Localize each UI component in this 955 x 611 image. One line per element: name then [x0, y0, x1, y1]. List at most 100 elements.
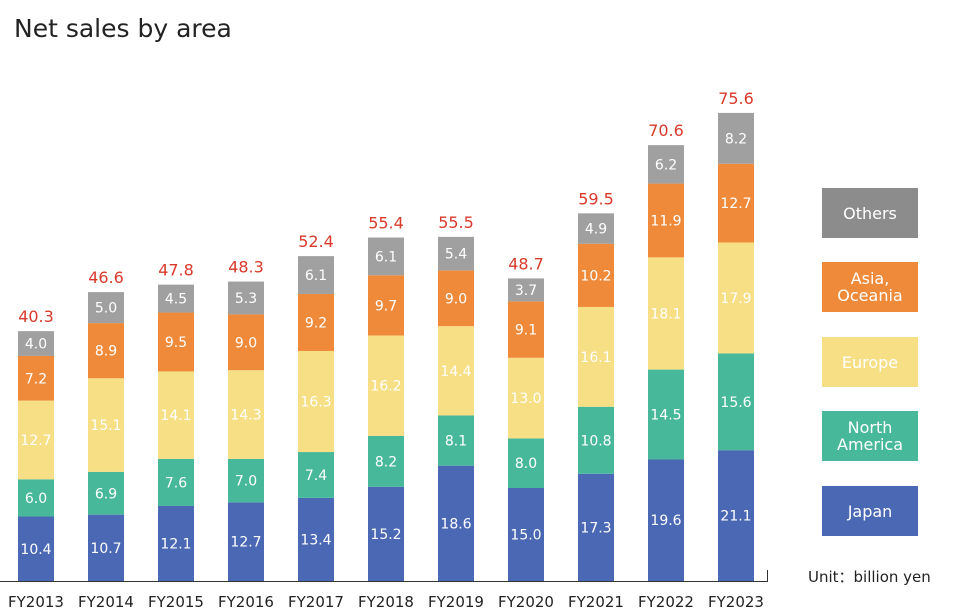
bar-segment-north-america-fy2022: [648, 369, 684, 460]
bar-segment-europe-fy2022: [648, 257, 684, 370]
value-label-europe-fy2016: 14.3: [230, 408, 261, 424]
bar-segment-north-america-fy2013: [18, 479, 54, 517]
bar-segment-north-america-fy2015: [158, 458, 194, 506]
bar-segment-asia-oceania-fy2021: [578, 243, 614, 307]
bar-segment-europe-fy2018: [368, 335, 404, 436]
bar-segment-asia-oceania-fy2014: [88, 323, 124, 379]
x-tick-label-fy2018: FY2018: [358, 593, 414, 611]
value-label-japan-fy2017: 13.4: [300, 532, 331, 548]
unit-label: Unit：billion yen: [808, 568, 931, 586]
value-label-japan-fy2016: 12.7: [230, 535, 261, 551]
legend-north-america-label-line2: America: [837, 435, 903, 454]
legend-japan: Japan: [822, 486, 918, 536]
total-label-fy2020: 48.7: [508, 254, 544, 273]
bar-segment-asia-oceania-fy2019: [438, 270, 474, 327]
bar-segment-others-fy2015: [158, 284, 194, 313]
bar-segment-japan-fy2013: [18, 516, 54, 581]
value-label-others-fy2020: 3.7: [515, 283, 537, 299]
value-label-asia-oceania-fy2015: 9.5: [165, 335, 187, 351]
value-label-north-america-fy2019: 8.1: [445, 434, 467, 450]
value-label-north-america-fy2018: 8.2: [375, 454, 397, 470]
bar-segment-asia-oceania-fy2015: [158, 312, 194, 372]
x-tick-label-fy2017: FY2017: [288, 593, 344, 611]
x-tick-label-fy2020: FY2020: [498, 593, 554, 611]
value-label-japan-fy2015: 12.1: [160, 536, 191, 552]
value-label-japan-fy2014: 10.7: [90, 541, 121, 557]
value-label-others-fy2015: 4.5: [165, 292, 187, 308]
bar-segment-europe-fy2019: [438, 326, 474, 416]
value-label-europe-fy2013: 12.7: [20, 433, 51, 449]
bar-segment-japan-fy2017: [298, 497, 334, 581]
total-label-fy2023: 75.6: [718, 89, 754, 108]
value-label-asia-oceania-fy2014: 8.9: [95, 344, 117, 360]
value-label-others-fy2022: 6.2: [655, 157, 677, 173]
bar-segment-asia-oceania-fy2022: [648, 183, 684, 258]
value-label-north-america-fy2014: 6.9: [95, 486, 117, 502]
value-label-europe-fy2020: 13.0: [510, 391, 541, 407]
bar-segment-others-fy2021: [578, 213, 614, 244]
value-label-north-america-fy2015: 7.6: [165, 475, 187, 491]
value-label-north-america-fy2013: 6.0: [25, 491, 47, 507]
value-label-europe-fy2018: 16.2: [370, 379, 401, 395]
value-label-europe-fy2015: 14.1: [160, 408, 191, 424]
legend-asia-oceania-label-line2: Oceania: [837, 286, 903, 305]
bar-segment-north-america-fy2021: [578, 406, 614, 474]
value-label-asia-oceania-fy2016: 9.0: [235, 335, 257, 351]
bar-segment-japan-fy2020: [508, 488, 544, 581]
value-label-europe-fy2019: 14.4: [440, 364, 471, 380]
value-label-asia-oceania-fy2020: 9.1: [515, 323, 537, 339]
bar-segment-europe-fy2015: [158, 371, 194, 459]
value-label-japan-fy2022: 19.6: [650, 513, 681, 529]
value-label-asia-oceania-fy2019: 9.0: [445, 291, 467, 307]
value-label-europe-fy2022: 18.1: [650, 306, 681, 322]
bar-segment-others-fy2014: [88, 292, 124, 324]
value-label-europe-fy2017: 16.3: [300, 395, 331, 411]
bar-segment-europe-fy2021: [578, 306, 614, 407]
bar-segment-asia-oceania-fy2017: [298, 293, 334, 351]
value-label-north-america-fy2022: 14.5: [650, 408, 681, 424]
x-tick-label-fy2014: FY2014: [78, 593, 134, 611]
bar-segment-north-america-fy2019: [438, 415, 474, 466]
bar-segment-north-america-fy2014: [88, 471, 124, 515]
value-label-asia-oceania-fy2013: 7.2: [25, 371, 47, 387]
bar-segment-others-fy2016: [228, 281, 264, 315]
value-label-north-america-fy2023: 15.6: [720, 395, 751, 411]
bar-segment-asia-oceania-fy2013: [18, 355, 54, 401]
value-label-others-fy2021: 4.9: [585, 222, 607, 238]
value-label-asia-oceania-fy2022: 11.9: [650, 213, 681, 229]
value-label-north-america-fy2016: 7.0: [235, 474, 257, 490]
bar-segment-japan-fy2016: [228, 502, 264, 581]
legend-japan-label: Japan: [847, 501, 893, 521]
total-label-fy2015: 47.8: [158, 261, 194, 280]
legend-others: Others: [822, 188, 918, 238]
legend-asia-oceania: Asia, Oceania: [822, 262, 918, 312]
value-label-asia-oceania-fy2017: 9.2: [305, 315, 327, 331]
legend-europe: Europe: [822, 337, 918, 387]
value-label-others-fy2013: 4.0: [25, 337, 47, 353]
value-label-others-fy2014: 5.0: [95, 301, 117, 317]
bar-segment-north-america-fy2016: [228, 458, 264, 503]
value-label-asia-oceania-fy2021: 10.2: [580, 268, 611, 284]
bar-segment-asia-oceania-fy2016: [228, 314, 264, 371]
value-label-asia-oceania-fy2018: 9.7: [375, 298, 397, 314]
x-tick-label-fy2022: FY2022: [638, 593, 694, 611]
bar-segment-north-america-fy2018: [368, 435, 404, 487]
value-label-japan-fy2020: 15.0: [510, 528, 541, 544]
bar-segment-others-fy2018: [368, 237, 404, 276]
total-label-fy2018: 55.4: [368, 214, 404, 233]
bar-segment-asia-oceania-fy2020: [508, 301, 544, 358]
bar-segment-japan-fy2022: [648, 459, 684, 581]
x-tick-label-fy2013: FY2013: [8, 593, 64, 611]
legend-europe-label: Europe: [841, 352, 899, 372]
x-tick-label-fy2015: FY2015: [148, 593, 204, 611]
value-label-others-fy2023: 8.2: [725, 131, 747, 147]
value-label-asia-oceania-fy2023: 12.7: [720, 196, 751, 212]
total-label-fy2013: 40.3: [18, 307, 54, 326]
bar-segment-others-fy2017: [298, 256, 334, 294]
bar-segment-europe-fy2013: [18, 400, 54, 480]
total-label-fy2016: 48.3: [228, 258, 264, 277]
value-label-europe-fy2014: 15.1: [90, 418, 121, 434]
value-label-japan-fy2019: 18.6: [440, 516, 471, 532]
total-label-fy2022: 70.6: [648, 121, 684, 140]
